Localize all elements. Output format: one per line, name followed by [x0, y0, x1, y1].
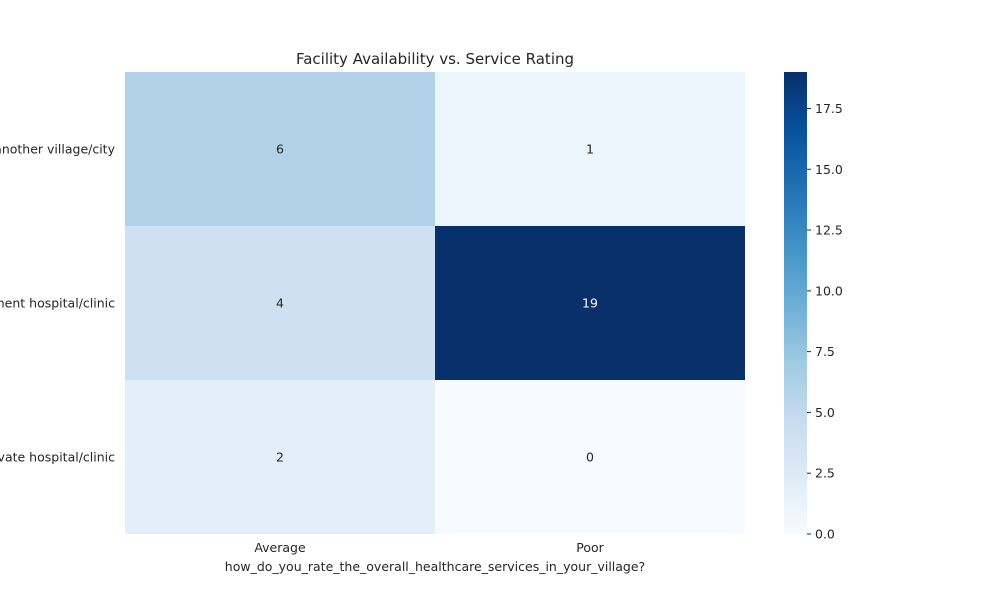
heatmap-cell	[125, 226, 435, 380]
colorbar-tick-label: 12.5	[815, 223, 843, 238]
x-tick-label: Average	[254, 540, 306, 555]
cell-value-label: 2	[276, 450, 284, 465]
x-axis-label: how_do_you_rate_the_overall_healthcare_s…	[225, 559, 645, 574]
y-tick-label: another village/city	[0, 142, 116, 157]
cell-value-label: 1	[586, 142, 594, 157]
cell-value-label: 4	[276, 296, 284, 311]
chart-title: Facility Availability vs. Service Rating	[296, 50, 574, 68]
cell-value-label: 19	[582, 296, 598, 311]
colorbar-tick-label: 2.5	[815, 466, 835, 481]
heatmap-cell	[125, 72, 435, 226]
heatmap-cell	[435, 380, 745, 534]
x-tick-label: Poor	[576, 540, 604, 555]
x-tick-labels: Average Poor	[254, 540, 604, 555]
heatmap-cell	[125, 380, 435, 534]
y-tick-label: ment hospital/clinic	[0, 296, 115, 311]
cell-annotations: 6 1 4 19 2 0	[276, 142, 598, 465]
colorbar-gradient	[784, 72, 807, 534]
heatmap-cells	[125, 72, 745, 534]
colorbar: 0.0 2.5 5.0 7.5 10.0 12.5 15.0 17.5	[784, 72, 843, 542]
colorbar-tick-label: 17.5	[815, 101, 843, 116]
y-tick-label: ivate hospital/clinic	[0, 450, 115, 465]
colorbar-tick-label: 10.0	[815, 283, 843, 298]
cell-value-label: 0	[586, 450, 594, 465]
colorbar-tick-label: 7.5	[815, 344, 835, 359]
colorbar-tick-label: 15.0	[815, 162, 843, 177]
heatmap-cell	[435, 226, 745, 380]
colorbar-tick-label: 0.0	[815, 527, 835, 542]
y-tick-labels: another village/city ment hospital/clinic…	[0, 142, 116, 465]
cell-value-label: 6	[276, 142, 284, 157]
colorbar-tick-label: 5.0	[815, 405, 835, 420]
heatmap-cell	[435, 72, 745, 226]
